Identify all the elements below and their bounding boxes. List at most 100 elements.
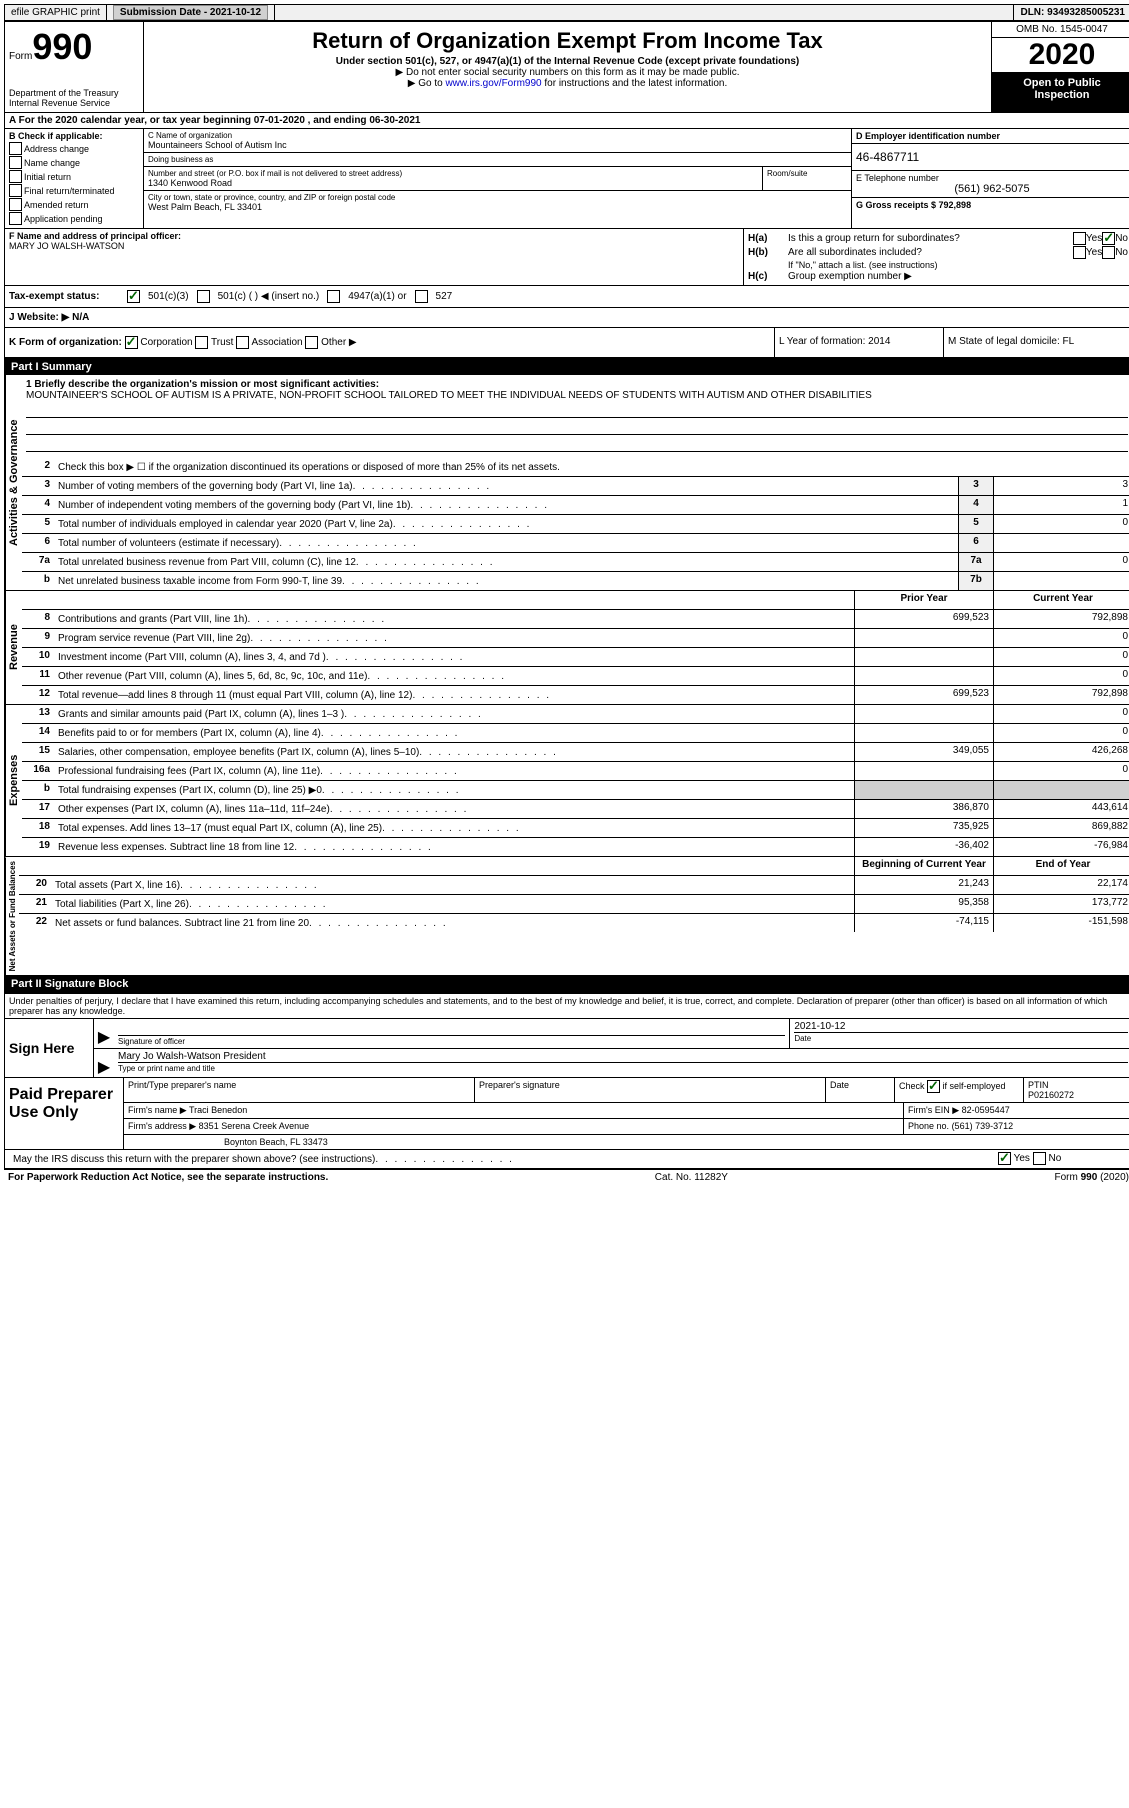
col-prior-year: Prior Year bbox=[854, 591, 993, 609]
prior-22: -74,115 bbox=[854, 914, 993, 932]
ptin: P02160272 bbox=[1028, 1090, 1074, 1100]
firm-name: Traci Benedon bbox=[189, 1105, 247, 1115]
chk-name[interactable] bbox=[9, 156, 22, 169]
irs-link[interactable]: www.irs.gov/Form990 bbox=[445, 78, 541, 89]
row-b: b Total fundraising expenses (Part IX, c… bbox=[22, 781, 1129, 800]
gov-val-b bbox=[993, 572, 1129, 590]
gov-row-4: 4 Number of independent voting members o… bbox=[22, 496, 1129, 515]
firm-ein: 82-0595447 bbox=[962, 1105, 1010, 1115]
row-15: 15 Salaries, other compensation, employe… bbox=[22, 743, 1129, 762]
chk-501c[interactable] bbox=[197, 290, 210, 303]
curr-12: 792,898 bbox=[993, 686, 1129, 704]
part2-header: Part II Signature Block bbox=[5, 976, 1129, 992]
prior-8: 699,523 bbox=[854, 610, 993, 628]
gov-val-6 bbox=[993, 534, 1129, 552]
chk-4947[interactable] bbox=[327, 290, 340, 303]
curr-b bbox=[993, 781, 1129, 799]
col-end-year: End of Year bbox=[993, 857, 1129, 875]
discuss-no[interactable] bbox=[1033, 1152, 1046, 1165]
prior-21: 95,358 bbox=[854, 895, 993, 913]
col-begin-year: Beginning of Current Year bbox=[854, 857, 993, 875]
curr-22: -151,598 bbox=[993, 914, 1129, 932]
chk-assoc[interactable] bbox=[236, 336, 249, 349]
gov-row-6: 6 Total number of volunteers (estimate i… bbox=[22, 534, 1129, 553]
hb-no[interactable] bbox=[1102, 246, 1115, 259]
declaration: Under penalties of perjury, I declare th… bbox=[5, 994, 1129, 1018]
side-netassets: Net Assets or Fund Balances bbox=[5, 857, 19, 975]
row-9: 9 Program service revenue (Part VIII, li… bbox=[22, 629, 1129, 648]
prior-17: 386,870 bbox=[854, 800, 993, 818]
phone: (561) 962-5075 bbox=[856, 183, 1128, 195]
curr-20: 22,174 bbox=[993, 876, 1129, 894]
firm-addr2: Boynton Beach, FL 33473 bbox=[124, 1135, 1129, 1149]
gov-val-7a: 0 bbox=[993, 553, 1129, 571]
dln: DLN: 93493285005231 bbox=[1013, 5, 1129, 20]
row-20: 20 Total assets (Part X, line 16) 21,243… bbox=[19, 876, 1129, 895]
chk-self-employed[interactable] bbox=[927, 1080, 940, 1093]
box-d: D Employer identification number 46-4867… bbox=[852, 129, 1129, 228]
curr-19: -76,984 bbox=[993, 838, 1129, 856]
chk-address[interactable] bbox=[9, 142, 22, 155]
side-revenue: Revenue bbox=[5, 591, 22, 704]
tax-status-row: Tax-exempt status: 501(c)(3) 501(c) ( ) … bbox=[5, 286, 1129, 308]
form-number-box: Form990 Department of the Treasury Inter… bbox=[5, 22, 144, 112]
row-12: 12 Total revenue—add lines 8 through 11 … bbox=[22, 686, 1129, 704]
prior-15: 349,055 bbox=[854, 743, 993, 761]
box-l: L Year of formation: 2014 bbox=[775, 328, 944, 357]
row-21: 21 Total liabilities (Part X, line 26) 9… bbox=[19, 895, 1129, 914]
curr-8: 792,898 bbox=[993, 610, 1129, 628]
hb-yes[interactable] bbox=[1073, 246, 1086, 259]
org-name: Mountaineers School of Autism Inc bbox=[148, 140, 847, 150]
curr-13: 0 bbox=[993, 705, 1129, 723]
prior-18: 735,925 bbox=[854, 819, 993, 837]
curr-16a: 0 bbox=[993, 762, 1129, 780]
period-row: A For the 2020 calendar year, or tax yea… bbox=[5, 113, 1129, 129]
mission-box: 1 Briefly describe the organization's mi… bbox=[22, 375, 1129, 458]
box-c: C Name of organization Mountaineers Scho… bbox=[144, 129, 852, 228]
chk-final[interactable] bbox=[9, 184, 22, 197]
submission-date: Submission Date - 2021-10-12 bbox=[107, 5, 275, 20]
chk-other[interactable] bbox=[305, 336, 318, 349]
chk-527[interactable] bbox=[415, 290, 428, 303]
curr-17: 443,614 bbox=[993, 800, 1129, 818]
row-8: 8 Contributions and grants (Part VIII, l… bbox=[22, 610, 1129, 629]
footer: For Paperwork Reduction Act Notice, see … bbox=[4, 1169, 1129, 1185]
row-19: 19 Revenue less expenses. Subtract line … bbox=[22, 838, 1129, 856]
sig-name: Mary Jo Walsh-Watson President bbox=[118, 1051, 1128, 1062]
prior-b bbox=[854, 781, 993, 799]
chk-amended[interactable] bbox=[9, 198, 22, 211]
chk-pending[interactable] bbox=[9, 212, 22, 225]
curr-15: 426,268 bbox=[993, 743, 1129, 761]
org-address: 1340 Kenwood Road bbox=[148, 178, 758, 188]
prior-13 bbox=[854, 705, 993, 723]
box-h: H(a)Is this a group return for subordina… bbox=[744, 229, 1129, 285]
prior-20: 21,243 bbox=[854, 876, 993, 894]
form-container: Form990 Department of the Treasury Inter… bbox=[4, 21, 1129, 1169]
box-m: M State of legal domicile: FL bbox=[944, 328, 1129, 357]
right-header: OMB No. 1545-0047 2020 Open to Public In… bbox=[991, 22, 1129, 112]
discuss-yes[interactable] bbox=[998, 1152, 1011, 1165]
part1-header: Part I Summary bbox=[5, 359, 1129, 375]
ha-no[interactable] bbox=[1102, 232, 1115, 245]
gov-row-5: 5 Total number of individuals employed i… bbox=[22, 515, 1129, 534]
curr-18: 869,882 bbox=[993, 819, 1129, 837]
ha-yes[interactable] bbox=[1073, 232, 1086, 245]
box-k: K Form of organization: Corporation Trus… bbox=[5, 328, 775, 357]
chk-501c3[interactable] bbox=[127, 290, 140, 303]
row-11: 11 Other revenue (Part VIII, column (A),… bbox=[22, 667, 1129, 686]
row-10: 10 Investment income (Part VIII, column … bbox=[22, 648, 1129, 667]
chk-initial[interactable] bbox=[9, 170, 22, 183]
sign-here-label: Sign Here bbox=[5, 1019, 94, 1077]
row-13: 13 Grants and similar amounts paid (Part… bbox=[22, 705, 1129, 724]
gov-row-7a: 7a Total unrelated business revenue from… bbox=[22, 553, 1129, 572]
curr-9: 0 bbox=[993, 629, 1129, 647]
gov-val-5: 0 bbox=[993, 515, 1129, 533]
chk-corp[interactable] bbox=[125, 336, 138, 349]
title-box: Return of Organization Exempt From Incom… bbox=[144, 22, 991, 112]
chk-trust[interactable] bbox=[195, 336, 208, 349]
ein: 46-4867711 bbox=[852, 144, 1129, 171]
gross-receipts: G Gross receipts $ 792,898 bbox=[852, 198, 1129, 212]
curr-21: 173,772 bbox=[993, 895, 1129, 913]
tax-year: 2020 bbox=[992, 38, 1129, 73]
firm-addr1: 8351 Serena Creek Avenue bbox=[199, 1121, 309, 1131]
